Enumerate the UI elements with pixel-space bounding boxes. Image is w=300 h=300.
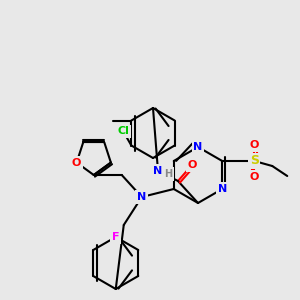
Text: N: N bbox=[137, 192, 146, 202]
Text: N: N bbox=[153, 166, 163, 176]
Text: F: F bbox=[112, 232, 119, 242]
Text: O: O bbox=[250, 140, 259, 150]
Text: O: O bbox=[72, 158, 81, 168]
Text: Cl: Cl bbox=[117, 127, 129, 136]
Text: O: O bbox=[250, 172, 259, 182]
Text: H: H bbox=[164, 169, 172, 179]
Text: N: N bbox=[218, 184, 227, 194]
Text: S: S bbox=[250, 154, 259, 167]
Text: O: O bbox=[187, 160, 197, 170]
Text: N: N bbox=[194, 142, 202, 152]
